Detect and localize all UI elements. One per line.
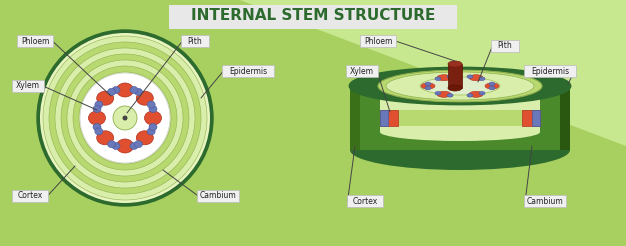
Ellipse shape <box>136 131 153 145</box>
Ellipse shape <box>425 86 431 90</box>
Ellipse shape <box>147 128 155 135</box>
Ellipse shape <box>421 83 435 89</box>
Text: Xylem: Xylem <box>350 66 374 76</box>
Ellipse shape <box>135 141 143 148</box>
Ellipse shape <box>149 123 157 130</box>
Polygon shape <box>532 110 540 126</box>
Polygon shape <box>350 86 360 150</box>
Polygon shape <box>522 110 540 126</box>
Ellipse shape <box>447 75 453 78</box>
Ellipse shape <box>147 101 155 108</box>
Ellipse shape <box>448 61 462 67</box>
Ellipse shape <box>96 131 114 145</box>
Ellipse shape <box>350 130 570 170</box>
FancyBboxPatch shape <box>17 35 53 47</box>
FancyBboxPatch shape <box>197 190 239 202</box>
Ellipse shape <box>116 139 133 153</box>
Ellipse shape <box>435 77 441 80</box>
Ellipse shape <box>149 106 157 112</box>
Ellipse shape <box>80 73 170 163</box>
Ellipse shape <box>437 91 451 97</box>
Ellipse shape <box>448 85 462 91</box>
FancyBboxPatch shape <box>169 5 457 29</box>
Polygon shape <box>380 86 540 132</box>
Ellipse shape <box>88 111 106 125</box>
Polygon shape <box>560 86 570 150</box>
Ellipse shape <box>95 101 103 108</box>
FancyBboxPatch shape <box>12 80 44 92</box>
Text: Pith: Pith <box>498 42 512 50</box>
Ellipse shape <box>485 83 499 89</box>
Polygon shape <box>380 110 540 126</box>
Ellipse shape <box>145 111 162 125</box>
Ellipse shape <box>136 91 153 105</box>
FancyBboxPatch shape <box>346 65 378 77</box>
Ellipse shape <box>479 77 485 80</box>
Ellipse shape <box>135 88 143 95</box>
Ellipse shape <box>49 42 201 194</box>
FancyBboxPatch shape <box>347 195 383 207</box>
Ellipse shape <box>435 92 441 95</box>
Ellipse shape <box>73 66 177 170</box>
FancyBboxPatch shape <box>182 35 208 47</box>
FancyBboxPatch shape <box>525 65 575 77</box>
Text: Epidermis: Epidermis <box>531 66 569 76</box>
Text: Phloem: Phloem <box>21 36 49 46</box>
Ellipse shape <box>112 87 120 93</box>
Text: INTERNAL STEM STRUCTURE: INTERNAL STEM STRUCTURE <box>191 9 435 24</box>
Ellipse shape <box>130 142 138 150</box>
Text: Cortex: Cortex <box>352 197 377 205</box>
Ellipse shape <box>447 94 453 97</box>
Ellipse shape <box>95 128 103 135</box>
Ellipse shape <box>420 77 500 95</box>
Ellipse shape <box>489 82 495 86</box>
Ellipse shape <box>37 30 213 206</box>
Polygon shape <box>380 110 398 126</box>
Text: Cambium: Cambium <box>526 197 563 205</box>
Ellipse shape <box>467 75 473 78</box>
Polygon shape <box>380 110 388 126</box>
Ellipse shape <box>40 33 210 203</box>
Ellipse shape <box>93 106 101 112</box>
FancyBboxPatch shape <box>12 190 48 202</box>
FancyBboxPatch shape <box>524 195 566 207</box>
Ellipse shape <box>380 123 540 141</box>
FancyBboxPatch shape <box>491 40 518 52</box>
Ellipse shape <box>130 87 138 93</box>
Circle shape <box>123 116 128 121</box>
Polygon shape <box>240 0 626 146</box>
Ellipse shape <box>108 88 116 95</box>
Text: Cambium: Cambium <box>200 191 237 200</box>
Text: Pith: Pith <box>188 36 202 46</box>
Ellipse shape <box>55 48 195 188</box>
Ellipse shape <box>79 72 171 164</box>
FancyBboxPatch shape <box>359 35 396 47</box>
Ellipse shape <box>437 75 451 81</box>
Text: Xylem: Xylem <box>16 81 40 91</box>
Ellipse shape <box>108 141 116 148</box>
Ellipse shape <box>67 60 183 176</box>
Ellipse shape <box>425 82 431 86</box>
Ellipse shape <box>112 142 120 150</box>
Polygon shape <box>350 86 570 150</box>
Ellipse shape <box>378 70 542 102</box>
Ellipse shape <box>113 106 137 130</box>
Ellipse shape <box>96 91 114 105</box>
Ellipse shape <box>469 91 483 97</box>
Ellipse shape <box>386 72 534 100</box>
FancyBboxPatch shape <box>222 65 274 77</box>
Text: Epidermis: Epidermis <box>229 66 267 76</box>
Ellipse shape <box>43 36 207 200</box>
Ellipse shape <box>93 123 101 130</box>
Ellipse shape <box>489 86 495 90</box>
Ellipse shape <box>116 83 133 97</box>
Ellipse shape <box>61 54 189 182</box>
Ellipse shape <box>469 75 483 81</box>
Text: Phloem: Phloem <box>364 36 392 46</box>
Polygon shape <box>448 64 462 88</box>
Ellipse shape <box>479 92 485 95</box>
Ellipse shape <box>350 68 570 104</box>
Text: Cortex: Cortex <box>18 191 43 200</box>
Ellipse shape <box>467 94 473 97</box>
